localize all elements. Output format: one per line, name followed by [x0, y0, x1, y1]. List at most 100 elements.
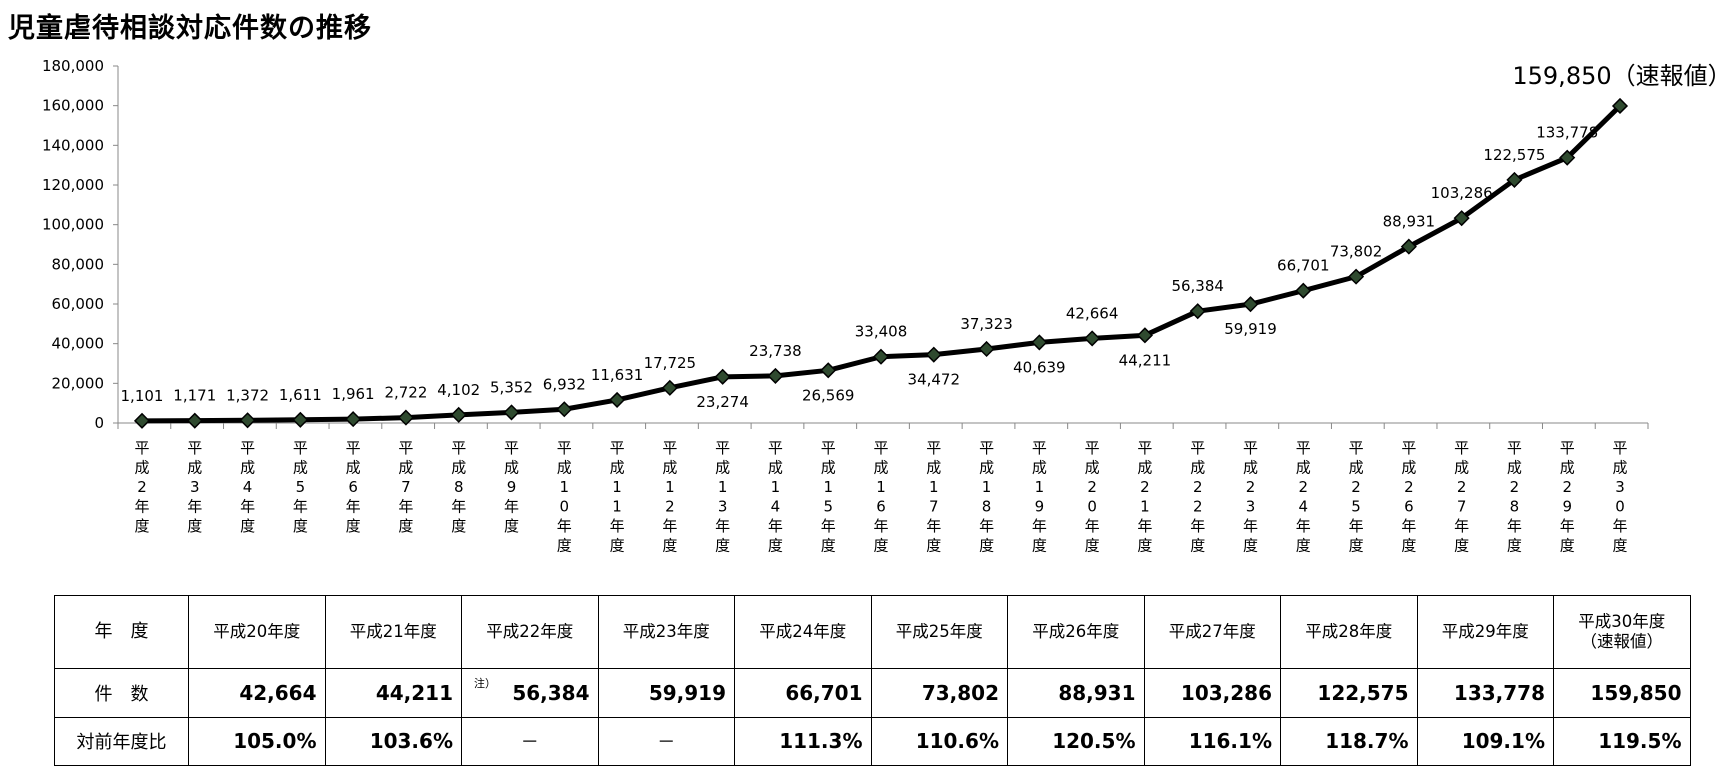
x-tick-label: 平成 7 年度	[398, 439, 413, 535]
x-tick-label: 平成 2 1 年度	[1137, 439, 1152, 555]
data-label: 33,408	[855, 323, 908, 341]
y-tick-label: 100,000	[42, 216, 104, 234]
table-header-year: 平成26年度	[1007, 594, 1145, 670]
data-point	[1242, 296, 1259, 313]
chart-title: 児童虐待相談対応件数の推移	[8, 13, 372, 44]
data-label: 159,850（速報値）	[1512, 62, 1728, 90]
data-label: 23,274	[696, 393, 749, 411]
data-point	[1084, 330, 1101, 347]
table-cell-ratio: 111.3%	[734, 716, 872, 767]
table-header-year: 平成29年度	[1416, 594, 1554, 670]
data-label: 5,352	[490, 378, 533, 396]
data-label: 17,725	[644, 354, 697, 372]
x-tick-label: 平成 2 年度	[134, 439, 149, 535]
x-tick-label: 平成 6 年度	[346, 439, 361, 535]
data-point	[503, 404, 520, 421]
x-tick-label: 平成 1 2 年度	[662, 439, 677, 555]
x-tick-label: 平成 1 8 年度	[979, 439, 994, 555]
table-header-label: 年 度	[54, 594, 189, 670]
data-label: 1,372	[226, 386, 269, 404]
x-tick-label: 平成 1 1 年度	[610, 439, 625, 555]
data-label: 2,722	[384, 384, 427, 402]
x-tick-label: 平成 2 5 年度	[1349, 439, 1364, 555]
data-label: 6,932	[543, 375, 586, 393]
table-cell-ratio: 105.0%	[188, 716, 326, 767]
table-row-ratio: 対前年度比 105.0% 103.6% － － 111.3% 110.6% 12…	[54, 716, 1691, 767]
stats-table: 年 度 平成20年度 平成21年度 平成22年度 平成23年度 平成24年度 平…	[54, 594, 1691, 767]
table-cell-count: 66,701	[734, 668, 872, 718]
data-label: 56,384	[1171, 277, 1224, 295]
table-cell-count: 133,778	[1416, 668, 1554, 718]
x-tick-label: 平成 4 年度	[240, 439, 255, 535]
data-point	[133, 412, 151, 429]
x-tick-label: 平成 2 6 年度	[1401, 439, 1416, 555]
table-row-label: 対前年度比	[54, 716, 189, 767]
x-tick-label: 平成 2 3 年度	[1243, 439, 1258, 555]
footnote-mark: 注）	[474, 677, 496, 691]
data-point	[1031, 334, 1048, 351]
data-point	[1611, 97, 1629, 115]
data-point	[1506, 171, 1523, 188]
y-tick-label: 20,000	[52, 374, 105, 392]
data-label: 26,569	[802, 386, 855, 404]
series-line	[141, 104, 1622, 424]
x-tick-label: 平成 1 4 年度	[768, 439, 783, 555]
y-tick-label: 140,000	[42, 136, 104, 154]
data-label: 11,631	[591, 366, 644, 384]
table-row-count: 件 数 42,664 44,211 注） 56,384 59,919 66,70…	[54, 668, 1691, 718]
x-tick-label: 平成 1 6 年度	[873, 439, 888, 555]
data-point	[1295, 282, 1312, 299]
data-label: 1,171	[173, 387, 216, 405]
data-label: 73,802	[1330, 243, 1383, 261]
table-row-label: 件 数	[54, 668, 189, 718]
x-tick-label: 平成 2 7 年度	[1454, 439, 1469, 555]
data-label: 42,664	[1066, 304, 1119, 322]
table-cell-ratio: 103.6%	[324, 716, 462, 767]
table-header-year: 平成30年度	[1578, 612, 1666, 632]
line-chart: 180,000 160,000 140,000 120,000 100,000 80,00…	[42, 57, 1728, 555]
table-cell-ratio: 118.7%	[1280, 716, 1418, 767]
y-tick-label: 160,000	[42, 97, 104, 115]
table-cell-ratio: －	[461, 716, 599, 767]
table-cell-count: 44,211	[324, 668, 462, 718]
data-label: 23,738	[749, 342, 802, 360]
y-tick-label: 60,000	[52, 295, 105, 313]
data-point	[767, 367, 784, 384]
y-tick-label: 120,000	[42, 176, 104, 194]
data-label: 59,919	[1224, 320, 1277, 338]
table-header-year-prelim: 平成30年度 （速報値）	[1553, 594, 1691, 670]
table-cell-ratio: 120.5%	[1007, 716, 1145, 767]
table-header-year: 平成24年度	[734, 594, 872, 670]
table-cell-count: 103,286	[1143, 668, 1281, 718]
y-tick-label: 80,000	[52, 255, 105, 273]
data-point	[1348, 268, 1365, 285]
data-point	[1189, 303, 1206, 320]
table-row-year: 年 度 平成20年度 平成21年度 平成22年度 平成23年度 平成24年度 平…	[54, 594, 1691, 670]
table-cell-ratio: 116.1%	[1143, 716, 1281, 767]
x-tick-label: 平成 2 8 年度	[1507, 439, 1522, 555]
x-tick-label: 平成 2 2 年度	[1190, 439, 1205, 555]
data-point	[820, 362, 837, 379]
data-point	[186, 412, 203, 429]
table-header-year: 平成20年度	[188, 594, 326, 670]
data-label: 44,211	[1119, 351, 1172, 369]
data-label: 1,961	[332, 385, 375, 403]
x-tick-label: 平成 2 0 年度	[1085, 439, 1100, 555]
data-point	[345, 411, 362, 428]
table-header-year: 平成27年度	[1143, 594, 1281, 670]
table-cell-ratio: 109.1%	[1416, 716, 1554, 767]
data-label: 103,286	[1431, 184, 1493, 202]
data-point	[1453, 210, 1470, 227]
table-cell-count: 56,384	[512, 681, 590, 706]
table-cell-count: 88,931	[1007, 668, 1145, 718]
data-label: 34,472	[908, 371, 961, 389]
data-label: 40,639	[1013, 358, 1066, 376]
table-cell-count: 59,919	[597, 668, 735, 718]
data-point	[239, 412, 256, 429]
x-tick-label: 平成 2 9 年度	[1560, 439, 1575, 555]
data-label: 122,575	[1483, 146, 1545, 164]
table-cell-count: 42,664	[188, 668, 326, 718]
x-tick-label: 平成 1 0 年度	[557, 439, 572, 555]
x-tick-label: 平成 8 年度	[451, 439, 466, 535]
